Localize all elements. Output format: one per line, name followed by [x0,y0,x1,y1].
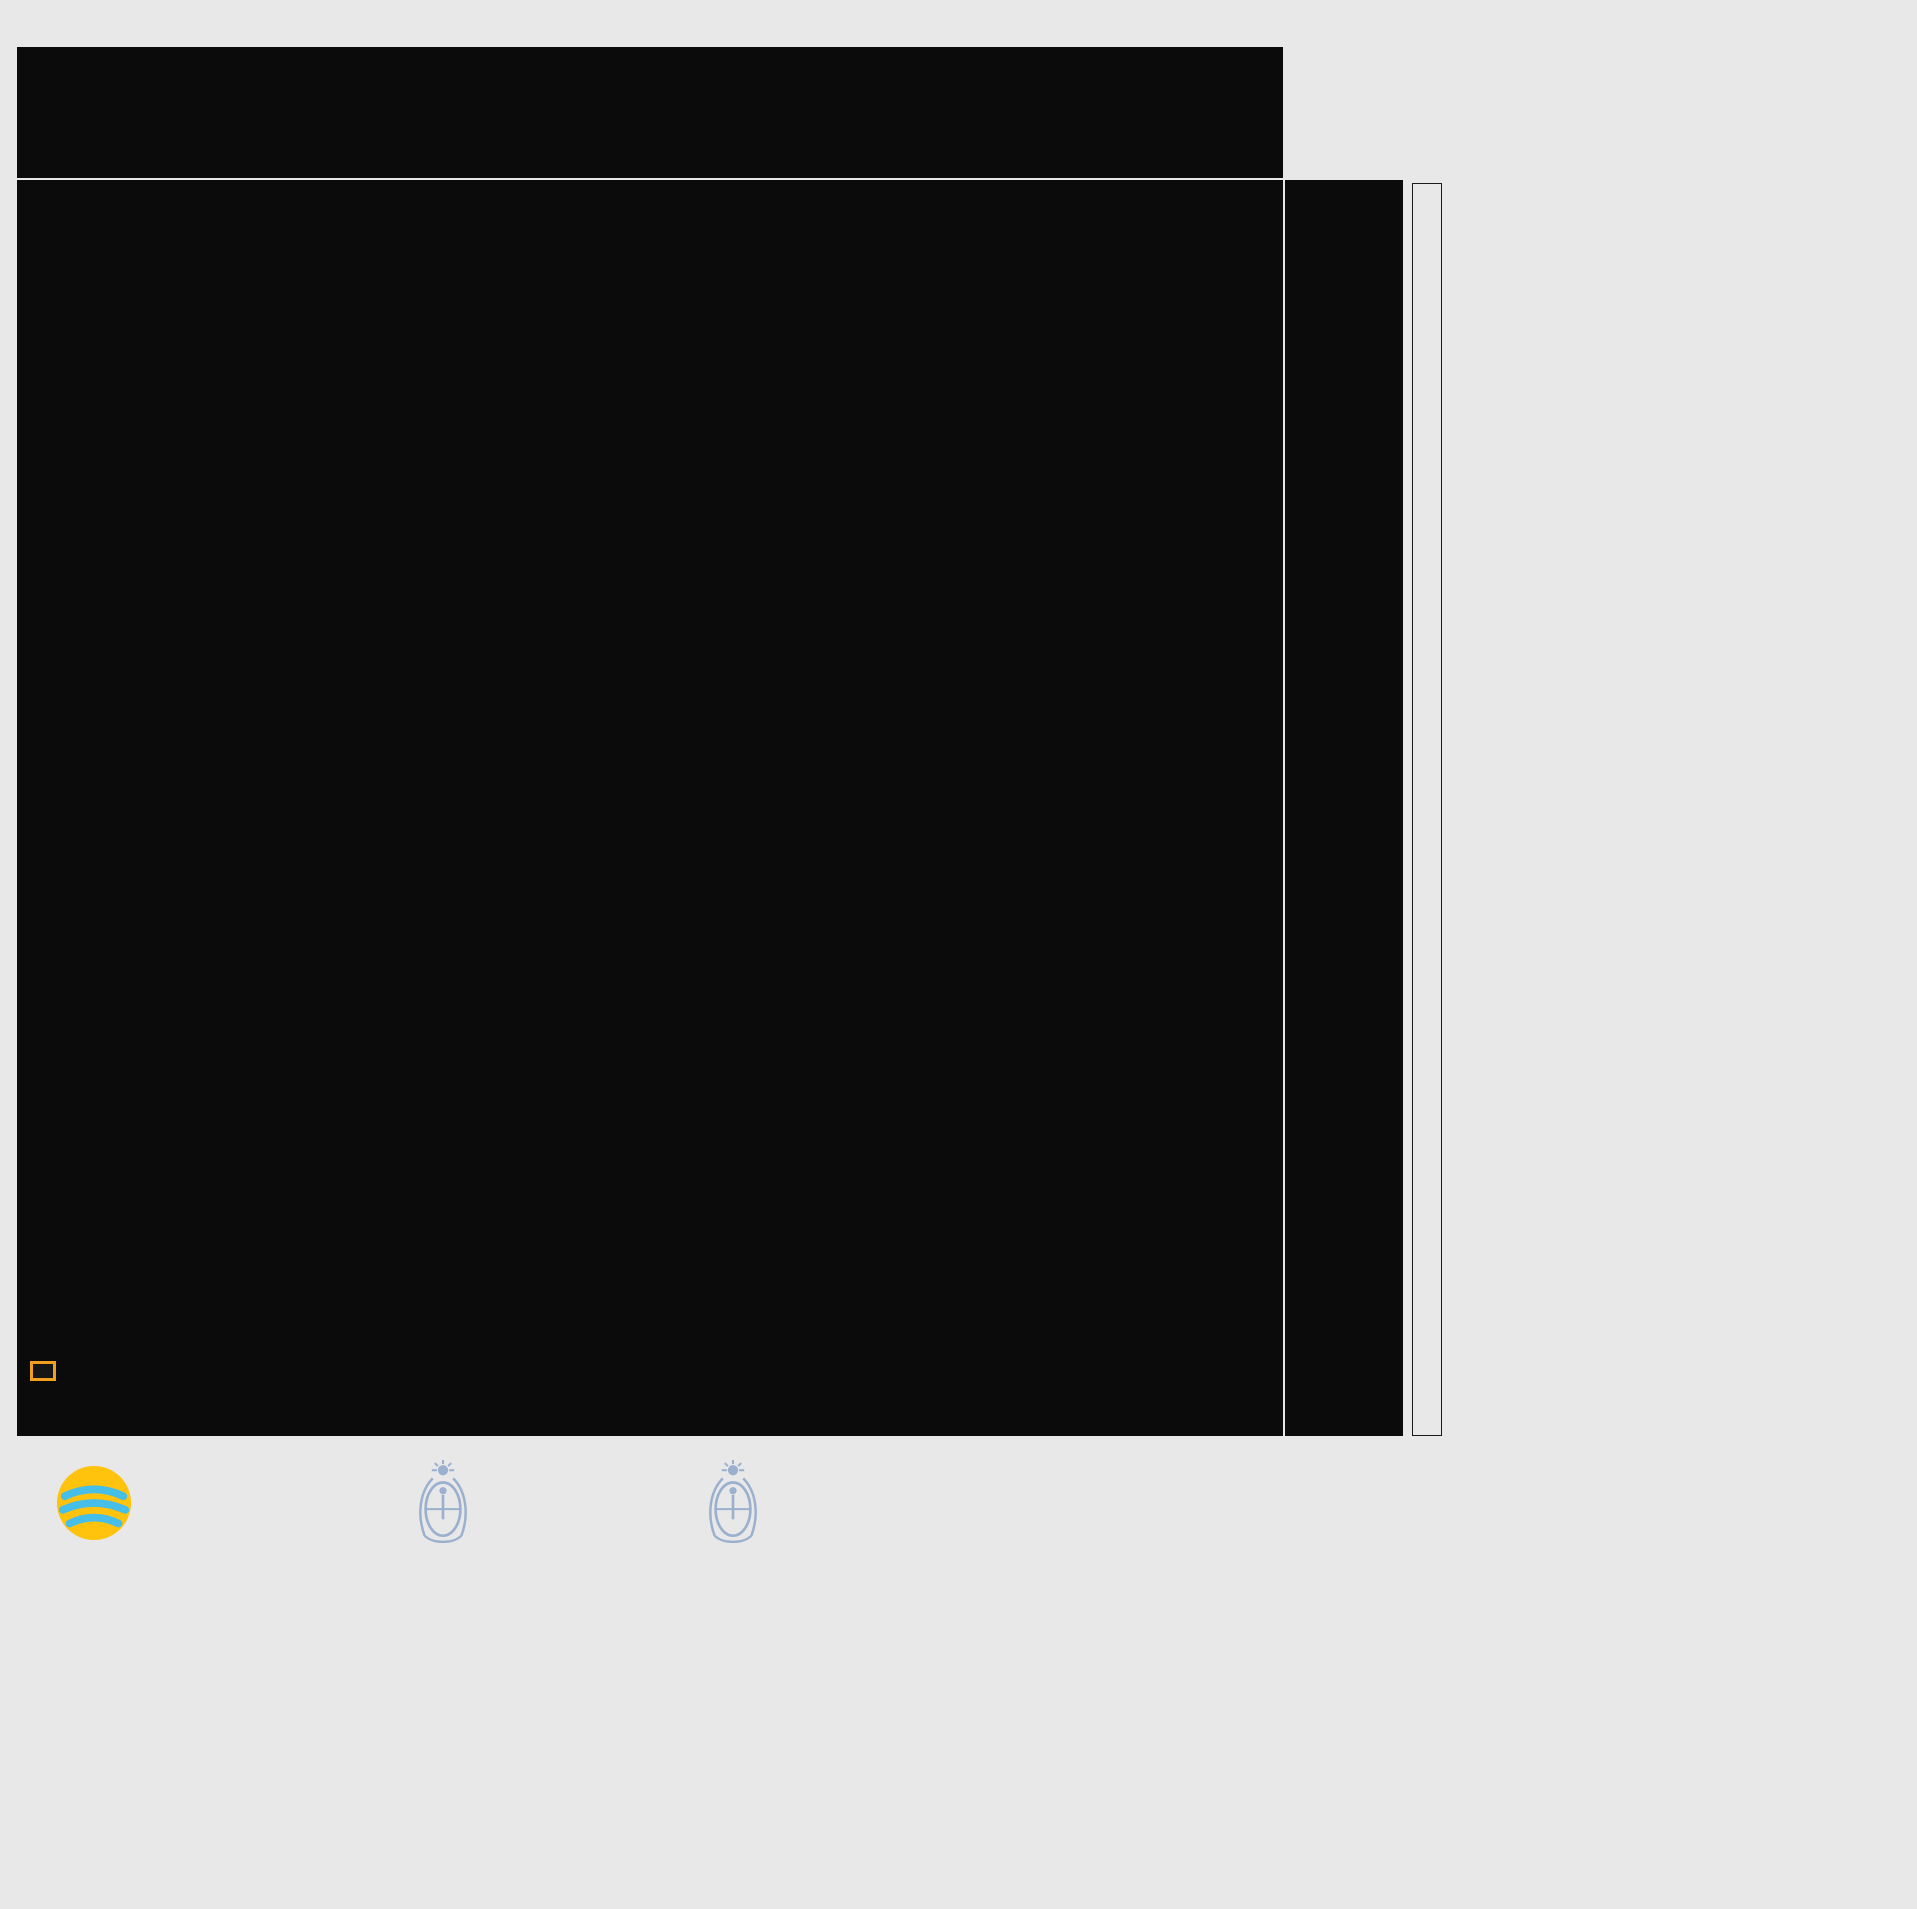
top-cross-section-echoes [17,47,1283,178]
map-labels [17,180,1283,1436]
warning-box [30,1361,56,1381]
ministry-defensa [412,1460,488,1550]
smn-brand [55,1464,145,1542]
ministry-economia [702,1460,778,1550]
top-cross-section-panel [17,47,1283,178]
coat-of-arms-icon [419,1460,467,1544]
footer [0,1450,1917,1909]
coat-of-arms-icon [709,1460,757,1544]
smn-logo-icon [56,1465,132,1541]
colorbar [1412,183,1442,1436]
radar-map-panel [17,180,1283,1436]
radar-echoes-layer [17,180,1283,1436]
right-cross-section-panel [1285,180,1403,1436]
right-cross-section-echoes [1285,180,1403,1436]
